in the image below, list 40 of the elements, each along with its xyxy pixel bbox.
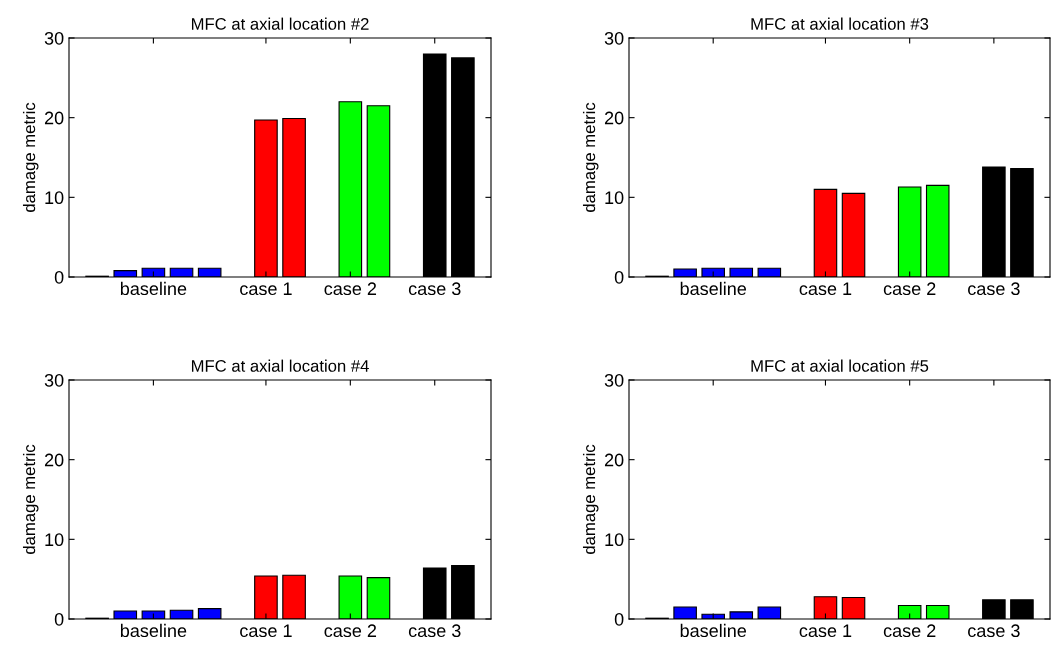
- chart-title: MFC at axial location #3: [751, 17, 929, 30]
- y-tick-label: 0: [614, 270, 624, 284]
- y-axis-title: damage metric: [582, 102, 599, 212]
- x-tick-label: baseline: [680, 281, 747, 296]
- y-tick-label: 30: [604, 373, 624, 387]
- chart-title: MFC at axial location #5: [751, 359, 929, 372]
- x-tick-label: case 1: [799, 282, 852, 296]
- x-tick-label: case 3: [968, 624, 1020, 638]
- x-tick-label: case 3: [408, 624, 461, 638]
- y-axis-title: damage metric: [582, 444, 599, 554]
- y-tick-label: 20: [604, 453, 624, 467]
- y-tick-label: 10: [605, 533, 624, 547]
- chart-title: MFC at axial location #2: [191, 17, 369, 30]
- x-tick-label: baseline: [680, 623, 747, 638]
- y-tick-label: 0: [614, 612, 624, 626]
- y-tick-label: 30: [604, 31, 624, 45]
- y-tick-label: 20: [44, 111, 64, 125]
- x-tick-label: case 2: [324, 624, 377, 638]
- y-axis-title: damage metric: [22, 102, 39, 212]
- y-tick-label: 20: [44, 453, 64, 467]
- chart-title: MFC at axial location #4: [191, 359, 369, 372]
- y-tick-label: 10: [45, 191, 64, 205]
- x-tick-label: baseline: [120, 623, 187, 638]
- y-axis-title: damage metric: [22, 444, 39, 554]
- x-tick-label: case 1: [240, 282, 292, 296]
- x-tick-label: baseline: [120, 281, 187, 296]
- x-tick-label: case 3: [408, 282, 461, 296]
- x-tick-label: case 2: [883, 282, 936, 296]
- y-tick-label: 0: [54, 612, 64, 626]
- x-tick-label: case 2: [324, 282, 377, 296]
- y-tick-label: 30: [44, 373, 64, 387]
- y-tick-label: 10: [45, 533, 64, 547]
- y-tick-label: 30: [44, 31, 64, 45]
- x-tick-label: case 2: [883, 624, 936, 638]
- y-tick-label: 10: [605, 191, 624, 205]
- y-tick-label: 20: [604, 111, 624, 125]
- x-tick-label: case 1: [799, 624, 852, 638]
- y-tick-label: 0: [54, 270, 64, 284]
- x-tick-label: case 1: [240, 624, 292, 638]
- x-tick-label: case 3: [968, 282, 1020, 296]
